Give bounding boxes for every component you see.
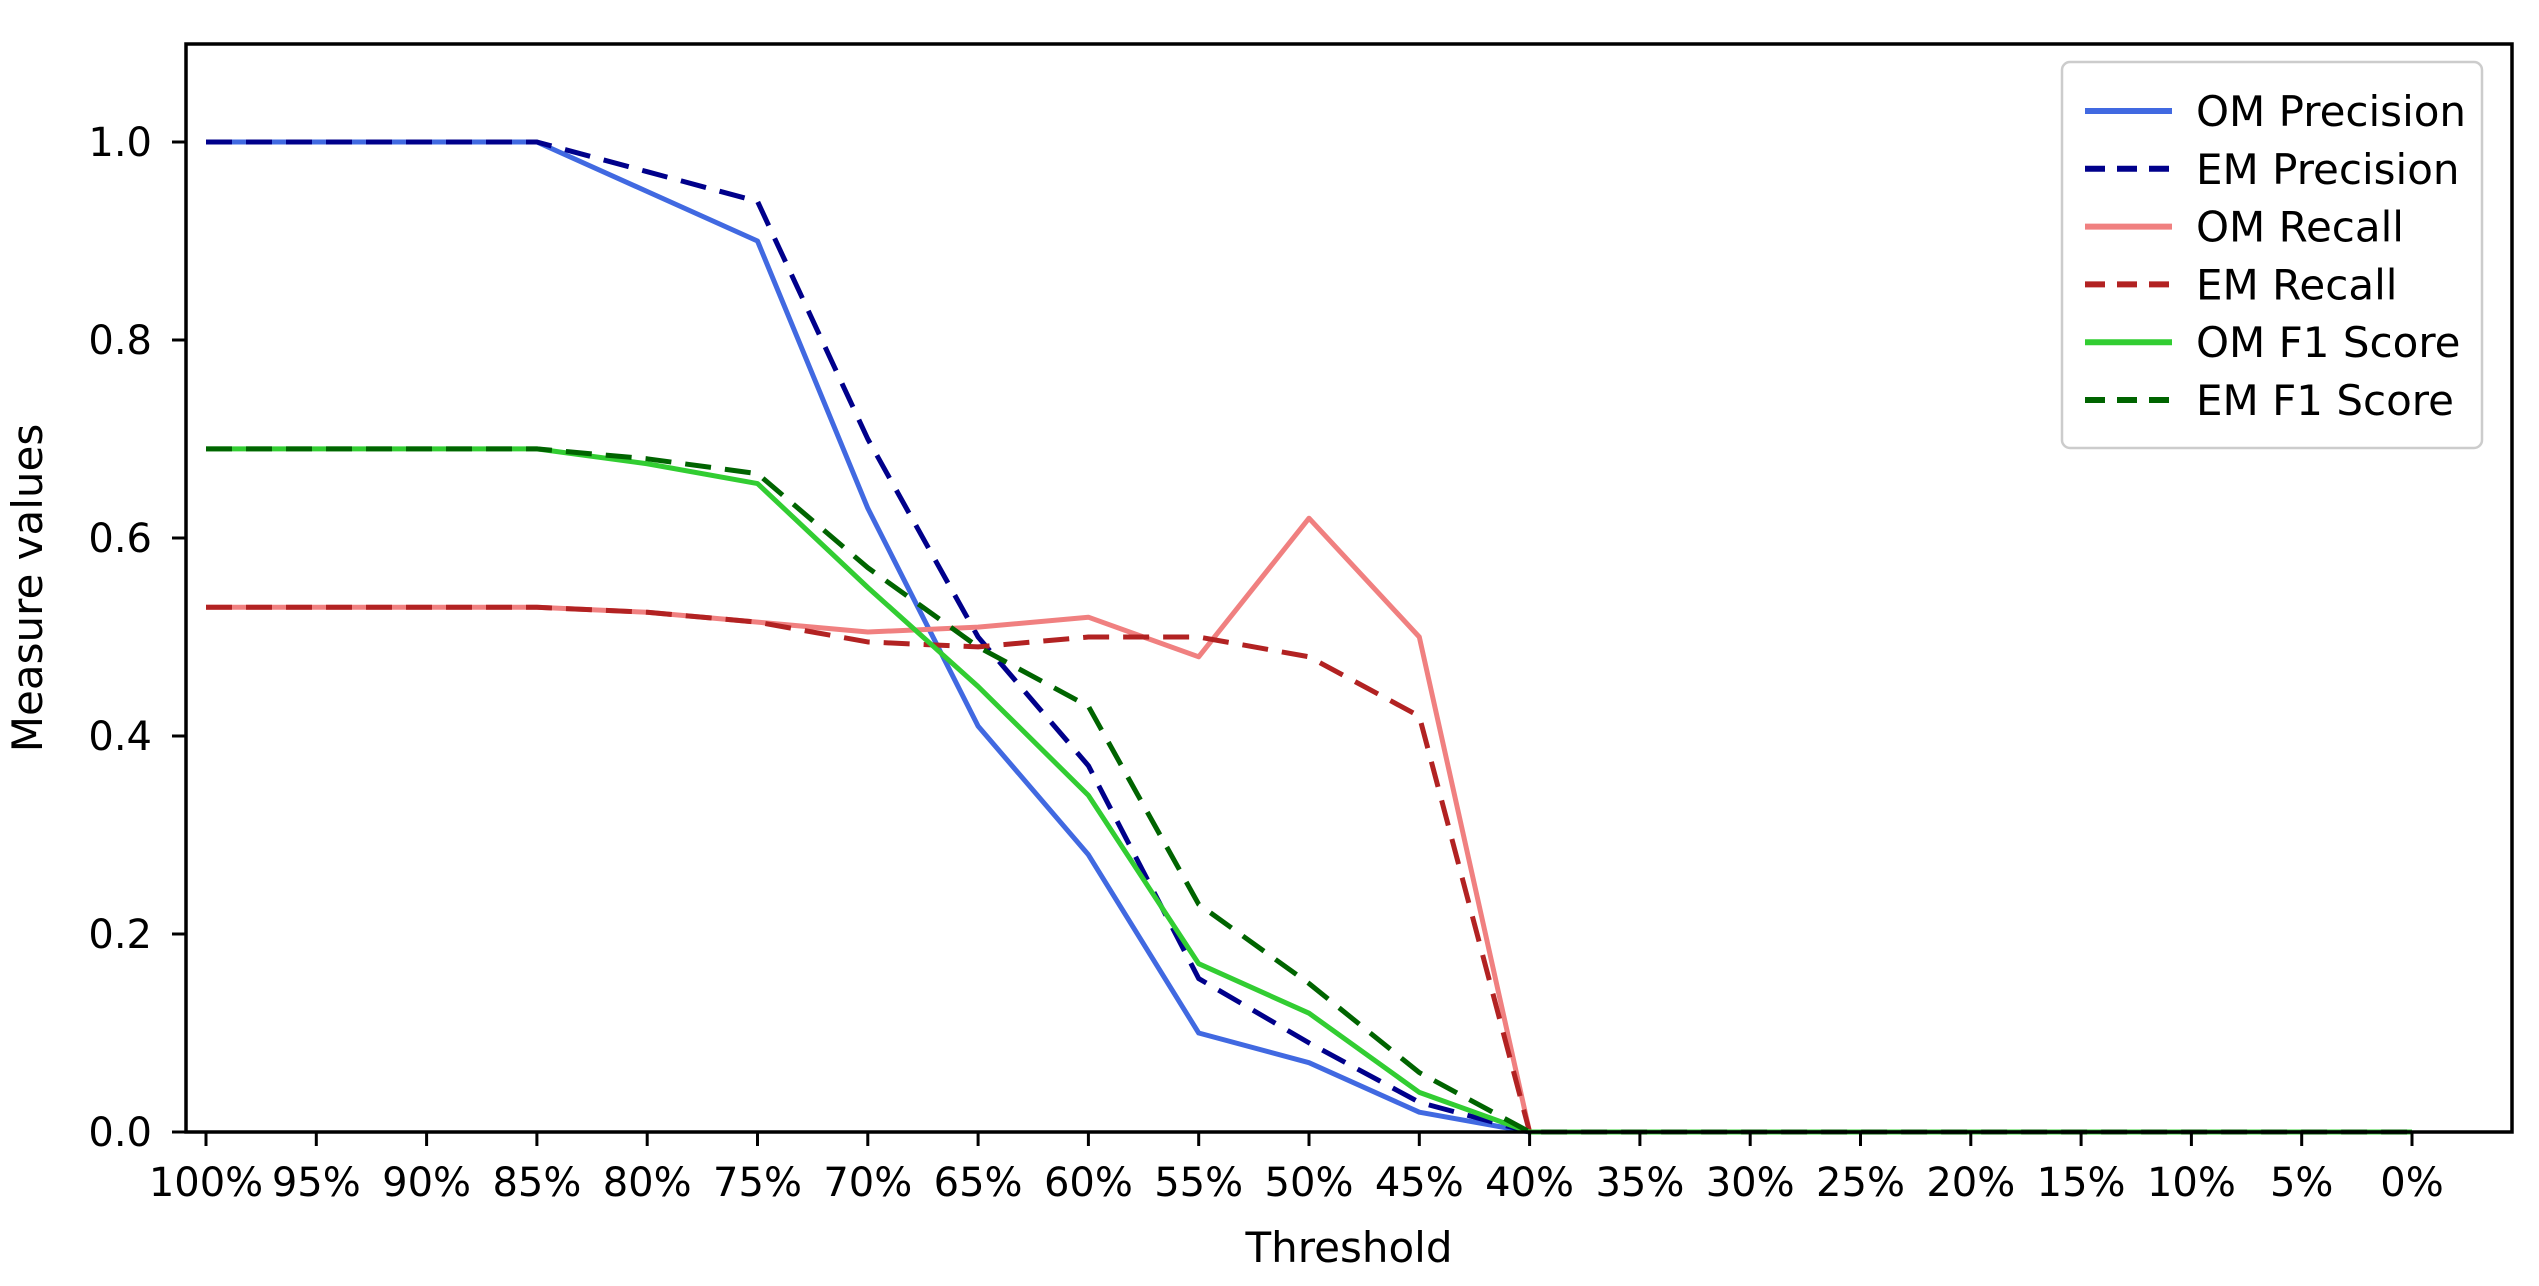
series-line-em-f1-score [206, 446, 2412, 1135]
y-tick-label: 1.0 [88, 120, 152, 166]
legend-entry-label: OM Precision [2196, 87, 2466, 136]
series-line-om-f1-score [206, 446, 2412, 1135]
legend-entry-label: OM Recall [2196, 203, 2404, 252]
x-axis-title: Threshold [1245, 1223, 1453, 1272]
x-tick-label: 40% [1485, 1160, 1574, 1206]
x-tick-label: 95% [272, 1160, 361, 1206]
plot-frame [184, 42, 2514, 1134]
x-tick-label: 90% [382, 1160, 471, 1206]
y-axis-title: Measure values [3, 424, 52, 752]
x-tick-label: 55% [1154, 1160, 1243, 1206]
legend-box [2060, 60, 2484, 450]
x-tick-label: 80% [603, 1160, 692, 1206]
x-tick-label: 60% [1044, 1160, 1133, 1206]
x-tick-label: 25% [1816, 1160, 1905, 1206]
y-axis: 0.0 0.2 0.4 0.6 0.8 1.0 [88, 120, 186, 1156]
y-tick-label: 0.0 [88, 1110, 152, 1156]
legend-entry-label: OM F1 Score [2196, 318, 2461, 367]
x-tick-label: 15% [2037, 1160, 2126, 1206]
series-line-om-recall [206, 515, 2412, 1135]
x-tick-label: 0% [2380, 1160, 2443, 1206]
legend-entry-label: EM Precision [2196, 145, 2460, 194]
x-tick-label: 5% [2270, 1160, 2333, 1206]
x-tick-label: 85% [492, 1160, 581, 1206]
y-tick-label: 0.2 [88, 912, 152, 958]
x-axis: 100% 95% 90% 85% 80% 75% 70% 65% 60% 55% 50% 45% 40%… [149, 1132, 2444, 1206]
series-line-em-recall [206, 604, 2412, 1135]
x-tick-label: 100% [149, 1160, 263, 1206]
x-tick-label: 65% [934, 1160, 1023, 1206]
x-tick-label: 35% [1595, 1160, 1684, 1206]
y-tick-label: 0.6 [88, 516, 152, 562]
y-tick-label: 0.8 [88, 318, 152, 364]
x-tick-label: 10% [2147, 1160, 2236, 1206]
x-tick-label: 30% [1706, 1160, 1795, 1206]
x-tick-label: 75% [713, 1160, 802, 1206]
plot-spines [184, 42, 2514, 1134]
legend-entry-label: EM Recall [2196, 260, 2397, 309]
x-tick-label: 45% [1375, 1160, 1464, 1206]
legend-entry-label: EM F1 Score [2196, 376, 2454, 425]
x-tick-label: 70% [823, 1160, 912, 1206]
x-tick-label: 50% [1265, 1160, 1354, 1206]
y-tick-label: 0.4 [88, 714, 152, 760]
legend: OM Precision EM Precision OM Recall EM Reca… [2060, 60, 2484, 450]
x-tick-label: 20% [1926, 1160, 2015, 1206]
